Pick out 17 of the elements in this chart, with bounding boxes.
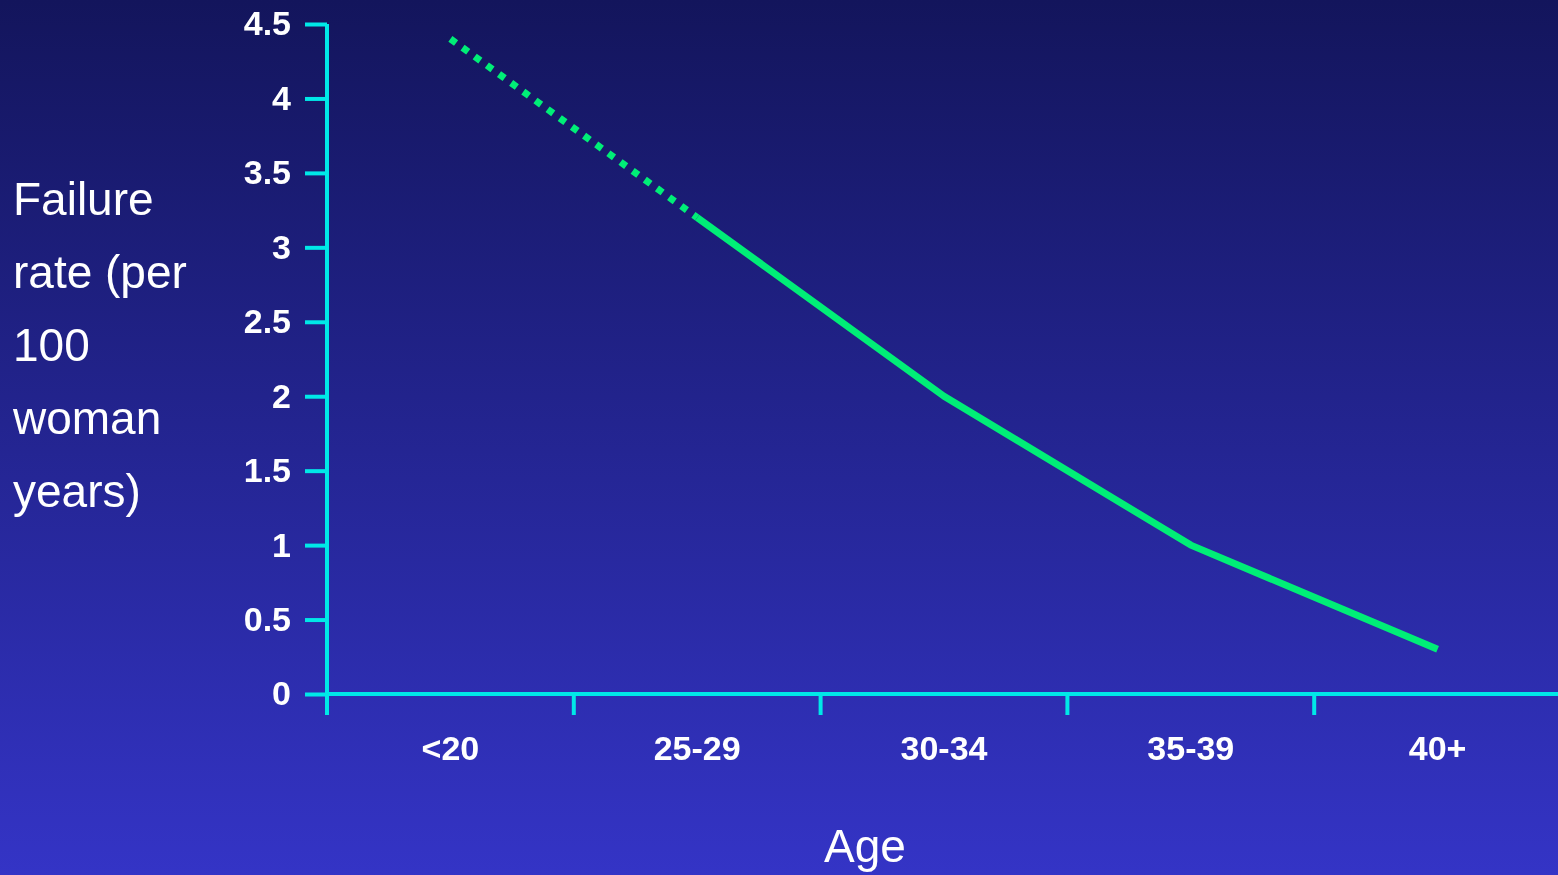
y-tick-label: 0.5 bbox=[243, 599, 291, 638]
y-tick-label: 3 bbox=[272, 227, 291, 266]
y-tick-label: 4 bbox=[272, 78, 292, 117]
y-axis-title: Failure rate (per 100 woman years) bbox=[12, 173, 187, 517]
y-tick-label: 4.5 bbox=[243, 4, 291, 43]
y-tick-label: 2 bbox=[272, 376, 291, 415]
y-tick-label: 2.5 bbox=[243, 302, 291, 341]
x-tick-label: 40+ bbox=[1408, 729, 1467, 767]
x-tick-label: 35-39 bbox=[1147, 729, 1235, 767]
x-tick-label: 30-34 bbox=[900, 729, 988, 767]
y-tick-label: 3.5 bbox=[243, 153, 291, 192]
x-axis-title: Age bbox=[824, 820, 906, 872]
x-tick-label: 25-29 bbox=[653, 729, 741, 767]
x-tick-label: <20 bbox=[421, 729, 480, 767]
y-tick-label: 1.5 bbox=[243, 451, 291, 490]
y-tick-label: 1 bbox=[272, 525, 291, 564]
y-tick-label: 0 bbox=[272, 674, 291, 713]
